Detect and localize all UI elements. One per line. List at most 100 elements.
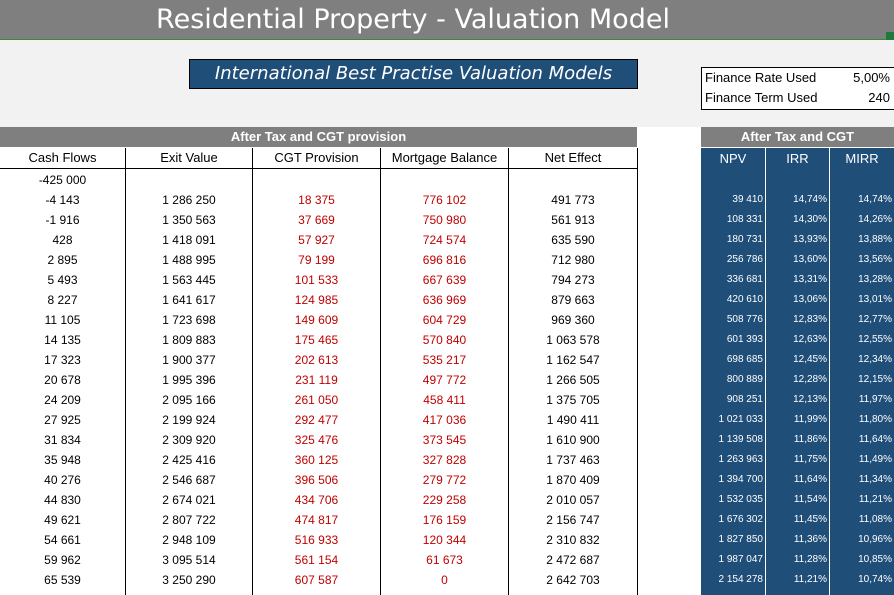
cell-cgt-provision[interactable]: 396 506	[294, 473, 339, 487]
finance-rate-value[interactable]: 5,00%	[853, 70, 890, 85]
cell-irr[interactable]: 12,13%	[793, 394, 827, 405]
cell-cash-flows[interactable]: 2 895	[47, 253, 78, 267]
cell-cash-flows[interactable]: 59 962	[44, 553, 81, 567]
cell-mortgage-balance[interactable]: 61 673	[426, 553, 463, 567]
cell-npv[interactable]: 601 393	[726, 334, 763, 345]
cell-irr[interactable]: 11,86%	[793, 434, 827, 445]
cell-exit-value[interactable]: 2 425 416	[162, 453, 216, 467]
cell-cgt-provision[interactable]: 292 477	[294, 413, 339, 427]
cell-net-effect[interactable]: 2 010 057	[546, 493, 600, 507]
cell-mirr[interactable]: 11,80%	[858, 414, 892, 425]
cell-mirr[interactable]: 13,56%	[858, 254, 892, 265]
cell-exit-value[interactable]: 2 199 924	[162, 413, 216, 427]
cell-mirr[interactable]: 11,49%	[858, 454, 892, 465]
cell-mirr[interactable]: 14,74%	[858, 194, 892, 205]
cell-net-effect[interactable]: 561 913	[551, 213, 595, 227]
cell-net-effect[interactable]: 1 737 463	[546, 453, 600, 467]
cell-net-effect[interactable]: 491 773	[551, 193, 595, 207]
cell-mirr[interactable]: 10,96%	[858, 534, 892, 545]
cell-npv[interactable]: 1 263 963	[718, 454, 764, 465]
cell-cgt-provision[interactable]: 101 533	[294, 273, 339, 287]
cell-cash-flows[interactable]: 5 493	[47, 273, 78, 287]
cell-cgt-provision[interactable]: 37 669	[298, 213, 335, 227]
cell-npv[interactable]: 908 251	[726, 394, 763, 405]
cell-cgt-provision[interactable]: 202 613	[294, 353, 339, 367]
cell-cash-flows[interactable]: 54 661	[44, 533, 81, 547]
cell-net-effect[interactable]: 1 610 900	[546, 433, 600, 447]
cell-mirr[interactable]: 10,74%	[858, 574, 892, 585]
cell-mortgage-balance[interactable]: 327 828	[422, 453, 467, 467]
cell-net-effect[interactable]: 635 590	[551, 233, 595, 247]
cell-exit-value[interactable]: 1 350 563	[162, 213, 216, 227]
cell-cgt-provision[interactable]: 261 050	[294, 393, 339, 407]
cell-npv[interactable]: 420 610	[726, 294, 763, 305]
cell-net-effect[interactable]: 969 360	[551, 313, 595, 327]
cell-irr[interactable]: 11,99%	[793, 414, 827, 425]
cell-cash-flows[interactable]: 17 323	[44, 353, 81, 367]
cell-cash-flows[interactable]: 27 925	[44, 413, 81, 427]
cell-npv[interactable]: 2 154 278	[718, 574, 764, 585]
cell-net-effect[interactable]: 1 490 411	[546, 413, 600, 427]
cell-exit-value[interactable]	[126, 170, 252, 190]
cell-cash-flows[interactable]: -1 916	[45, 213, 80, 227]
cell-irr[interactable]: 11,21%	[793, 574, 827, 585]
cell-exit-value[interactable]: 2 674 021	[162, 493, 216, 507]
cell-irr[interactable]	[766, 170, 827, 190]
cell-exit-value[interactable]: 3 250 290	[162, 573, 216, 587]
cell-cash-flows[interactable]: 49 621	[44, 513, 81, 527]
cell-npv[interactable]: 256 786	[726, 254, 763, 265]
cell-net-effect[interactable]: 712 980	[551, 253, 595, 267]
cell-npv[interactable]: 108 331	[726, 214, 763, 225]
cell-npv[interactable]: 336 681	[726, 274, 763, 285]
cell-cash-flows[interactable]: 11 105	[44, 313, 81, 327]
cell-exit-value[interactable]: 1 286 250	[162, 193, 216, 207]
cell-cgt-provision[interactable]: 175 465	[294, 333, 339, 347]
cell-mortgage-balance[interactable]: 604 729	[422, 313, 467, 327]
cell-irr[interactable]: 11,75%	[793, 454, 827, 465]
cell-net-effect[interactable]: 2 310 832	[546, 533, 600, 547]
cell-exit-value[interactable]: 1 641 617	[162, 293, 216, 307]
cell-net-effect[interactable]: 879 663	[551, 293, 595, 307]
cell-cgt-provision[interactable]: 434 706	[294, 493, 339, 507]
cell-npv[interactable]: 180 731	[726, 234, 763, 245]
cell-cgt-provision[interactable]: 18 375	[298, 193, 335, 207]
cell-exit-value[interactable]: 2 546 687	[162, 473, 216, 487]
cell-mortgage-balance[interactable]: 373 545	[422, 433, 467, 447]
cell-net-effect[interactable]: 1 063 578	[546, 333, 600, 347]
cell-exit-value[interactable]: 2 948 109	[162, 533, 216, 547]
cell-mortgage-balance[interactable]: 279 772	[422, 473, 467, 487]
cell-npv[interactable]: 698 685	[726, 354, 763, 365]
cell-irr[interactable]: 11,64%	[793, 474, 827, 485]
cell-irr[interactable]: 13,31%	[793, 274, 827, 285]
cell-cash-flows[interactable]: -425 000	[38, 173, 87, 187]
cell-npv[interactable]: 1 987 047	[718, 554, 764, 565]
cell-irr[interactable]: 12,28%	[793, 374, 827, 385]
cell-net-effect[interactable]: 794 273	[551, 273, 595, 287]
cell-net-effect[interactable]: 2 642 703	[546, 573, 600, 587]
cell-npv[interactable]: 1 021 033	[718, 414, 764, 425]
cell-cgt-provision[interactable]	[253, 170, 380, 190]
cell-cash-flows[interactable]: 31 834	[44, 433, 81, 447]
cell-mirr[interactable]: 11,34%	[858, 474, 892, 485]
cell-mortgage-balance[interactable]: 750 980	[422, 213, 467, 227]
cell-cgt-provision[interactable]: 607 587	[294, 573, 339, 587]
cell-exit-value[interactable]: 1 488 995	[162, 253, 216, 267]
cell-mirr[interactable]: 12,34%	[858, 354, 892, 365]
cell-net-effect[interactable]	[509, 170, 637, 190]
cell-cgt-provision[interactable]: 360 125	[294, 453, 339, 467]
cell-cgt-provision[interactable]: 57 927	[298, 233, 335, 247]
cell-cash-flows[interactable]: 20 678	[44, 373, 81, 387]
cell-mortgage-balance[interactable]: 776 102	[422, 193, 467, 207]
cell-irr[interactable]: 11,36%	[793, 534, 827, 545]
cell-mortgage-balance[interactable]: 724 574	[422, 233, 467, 247]
cell-cash-flows[interactable]: 65 539	[44, 573, 81, 587]
cell-exit-value[interactable]: 1 563 445	[162, 273, 216, 287]
cell-mortgage-balance[interactable]: 636 969	[422, 293, 467, 307]
cell-irr[interactable]: 11,45%	[793, 514, 827, 525]
cell-npv[interactable]: 508 776	[726, 314, 763, 325]
cell-irr[interactable]: 12,83%	[793, 314, 827, 325]
cell-exit-value[interactable]: 1 723 698	[162, 313, 216, 327]
cell-cash-flows[interactable]: 24 209	[44, 393, 81, 407]
cell-mirr[interactable]: 11,08%	[858, 514, 892, 525]
cell-cgt-provision[interactable]: 124 985	[294, 293, 339, 307]
